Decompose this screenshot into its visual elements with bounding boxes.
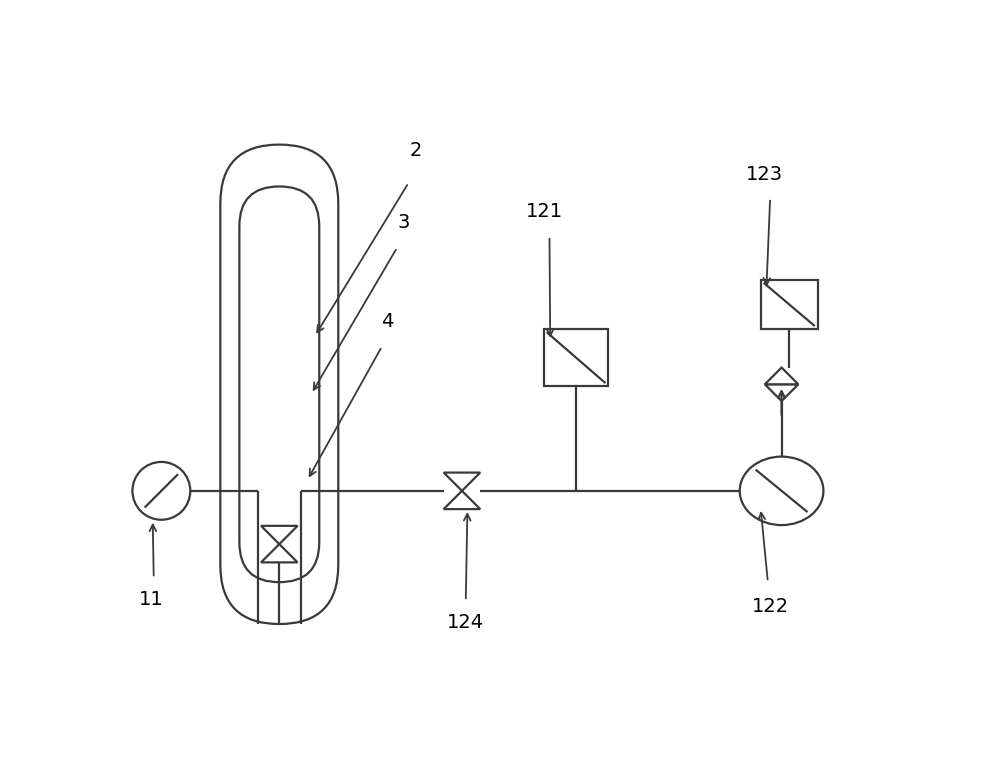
Text: 123: 123 xyxy=(746,165,783,184)
Text: 11: 11 xyxy=(139,590,164,609)
Text: 3: 3 xyxy=(397,213,410,232)
Polygon shape xyxy=(765,368,798,384)
Bar xyxy=(761,279,818,329)
Polygon shape xyxy=(444,473,480,491)
Text: 122: 122 xyxy=(752,597,789,616)
Polygon shape xyxy=(261,544,298,562)
Text: 124: 124 xyxy=(447,613,484,632)
Polygon shape xyxy=(444,491,480,509)
Ellipse shape xyxy=(740,457,823,525)
Text: 4: 4 xyxy=(381,312,394,331)
Text: 2: 2 xyxy=(410,141,422,160)
Polygon shape xyxy=(261,526,298,544)
Polygon shape xyxy=(765,384,798,401)
Bar xyxy=(544,329,608,386)
Text: 121: 121 xyxy=(526,202,563,221)
